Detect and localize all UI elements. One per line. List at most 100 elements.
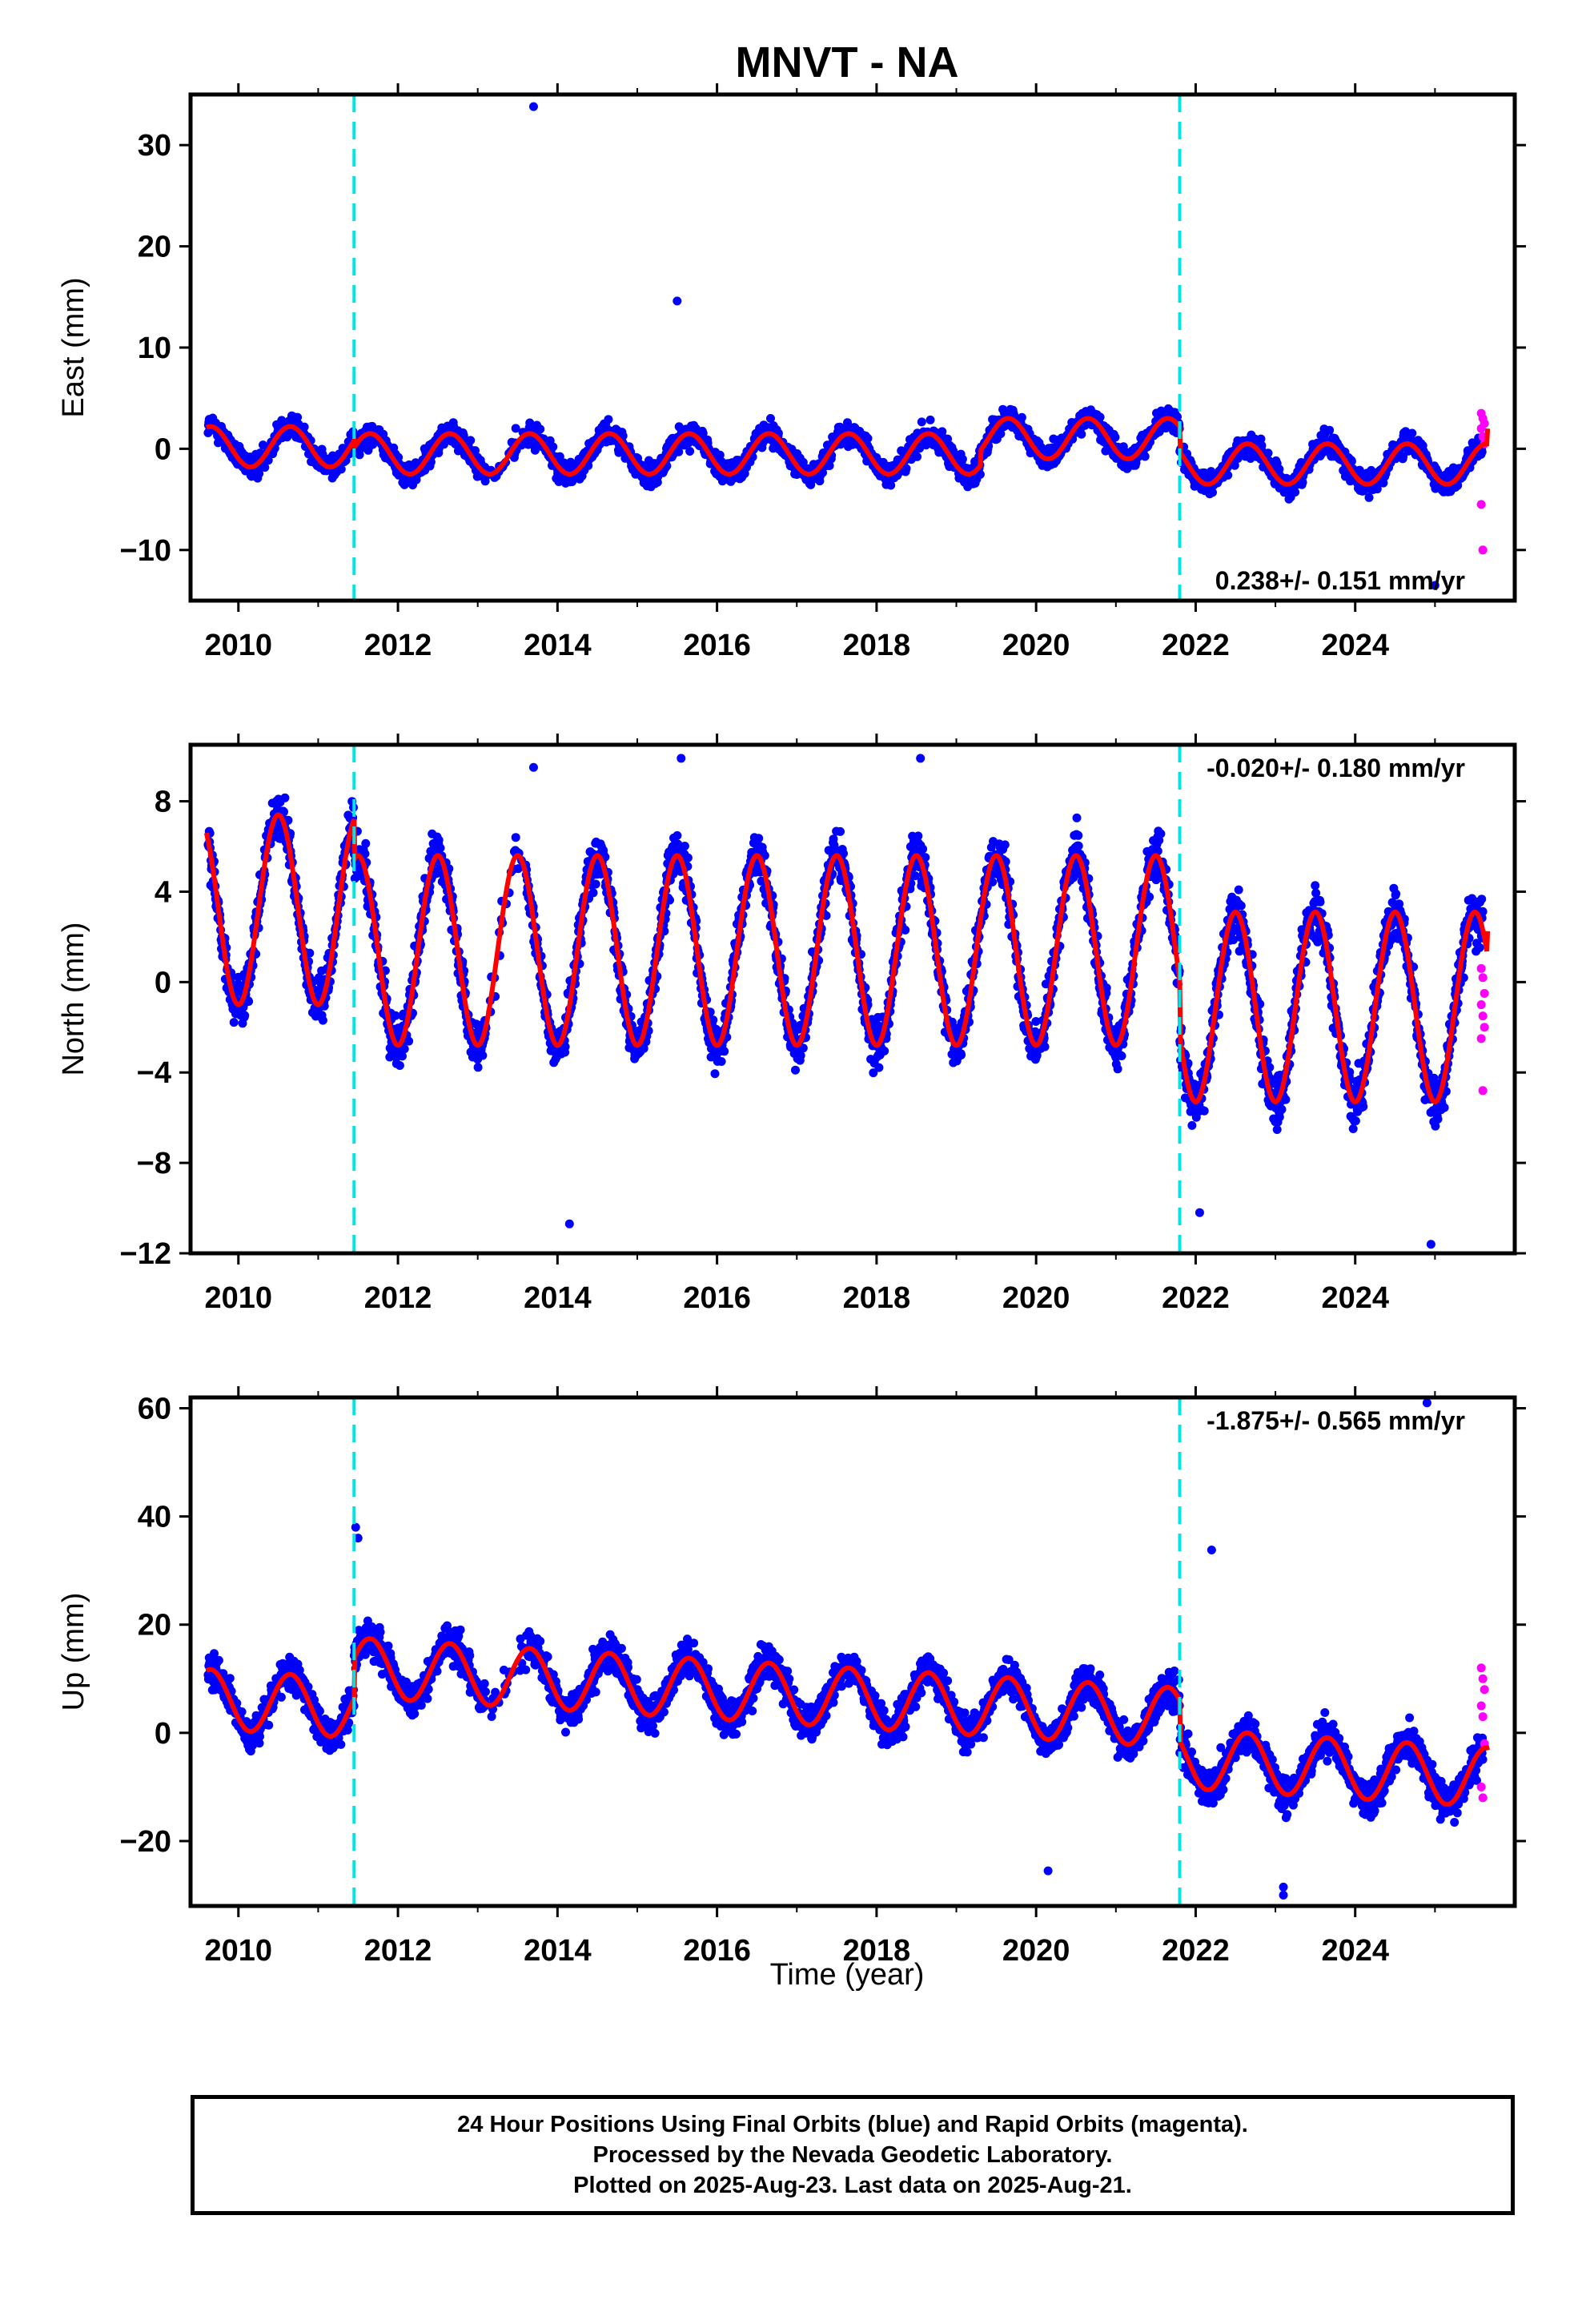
x-tick-label: 2014 [524,629,592,662]
data-point [1017,412,1026,422]
x-tick-label: 2016 [683,629,751,662]
data-point [1453,480,1463,490]
data-point [473,1063,483,1072]
x-tick-label: 2020 [1002,629,1070,662]
data-point [683,853,693,862]
data-point [975,469,985,479]
y-axis-label-east: East (mm) [57,277,90,417]
y-tick-label: 20 [138,231,171,264]
data-point [478,1051,488,1060]
data-point [1291,488,1300,497]
data-point [680,842,689,850]
data-point [958,454,967,464]
data-point [305,948,315,958]
data-point [639,1043,648,1053]
data-point [548,442,558,452]
data-point [1275,464,1284,474]
data-point [434,835,444,845]
data-point [398,1051,407,1061]
data-point [1077,429,1086,439]
data-point [1223,470,1233,480]
data-point [1257,440,1267,450]
rapid-point [1476,500,1486,509]
x-tick-label: 2024 [1321,629,1389,662]
data-point [436,843,445,853]
y-tick-label: 10 [138,332,171,365]
data-point [604,415,613,424]
data-point [591,879,600,889]
data-point [715,450,725,460]
data-point [825,461,834,470]
data-point [260,463,270,472]
y-tick-label: −10 [120,534,171,568]
data-point [913,452,921,461]
data-point [299,422,309,432]
data-point [1208,488,1217,497]
data-point [673,830,682,840]
data-point [404,1036,414,1046]
outlier-point [1430,581,1439,590]
rate-annotation-east: 0.238+/- 0.151 mm/yr [1215,566,1465,595]
data-point [1325,425,1335,435]
data-point [336,464,346,474]
data-point [754,834,764,843]
data-point [536,424,545,434]
data-point [513,864,523,874]
data-point [240,1011,250,1020]
data-point [391,1011,400,1020]
data-point [710,1069,720,1079]
data-point [1407,428,1417,438]
data-point [766,414,775,423]
y-tick-label: 0 [155,432,171,466]
data-point [466,436,476,445]
plot-area-north [203,745,1491,1253]
data-point [665,895,674,905]
data-point [293,412,303,422]
y-tick-label: 30 [138,129,171,163]
x-tick-label: 2022 [1162,629,1230,662]
data-point [255,469,264,478]
data-point [1263,448,1273,458]
data-point [1256,434,1266,444]
data-point [717,1057,726,1066]
data-point [720,1047,729,1056]
data-point [1154,427,1164,436]
data-point [511,833,520,842]
data-point [863,433,873,443]
data-point [996,429,1006,439]
data-point [511,424,520,433]
data-point [229,1018,239,1027]
data-point [685,447,695,456]
outlier-point [528,102,538,111]
data-point [560,1042,570,1051]
data-point [280,793,290,802]
data-point [798,457,808,467]
data-point [1364,493,1374,502]
outlier-point [673,296,682,306]
data-point [1372,485,1382,494]
data-point [318,1015,327,1025]
rapid-point [1476,424,1486,433]
data-point [244,997,254,1006]
data-point [263,456,273,465]
x-tick-label: 2018 [843,629,911,662]
data-point [1140,452,1150,461]
model-fit-line-east [205,416,1491,487]
data-point [400,1044,409,1054]
data-point [355,450,364,460]
final-orbit-points-east [203,102,1488,590]
data-point [901,464,911,473]
data-point [1095,412,1105,422]
data-point [361,838,371,848]
data-point [886,480,896,490]
plot-area-east [203,94,1491,601]
x-tick-label: 2012 [364,629,432,662]
data-point [1110,432,1120,442]
rapid-point [1478,545,1488,555]
data-point [395,1061,404,1070]
data-point [926,415,935,424]
